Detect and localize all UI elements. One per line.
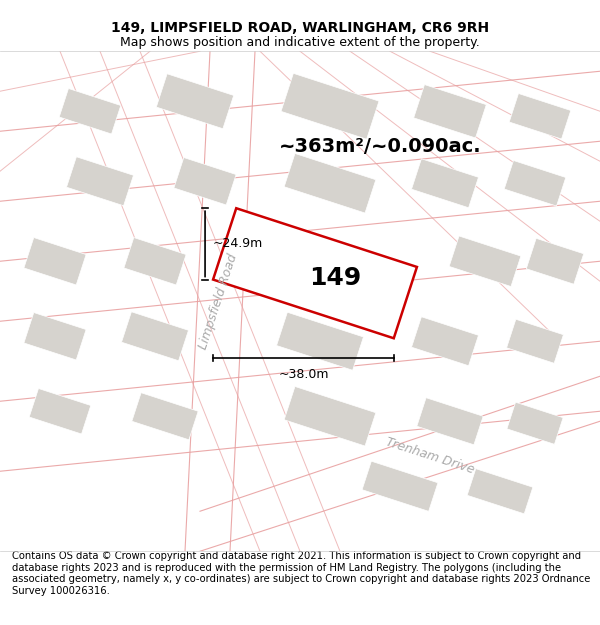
Polygon shape <box>507 402 563 444</box>
Text: 149: 149 <box>309 266 361 290</box>
Polygon shape <box>29 389 91 434</box>
Polygon shape <box>281 73 379 139</box>
Polygon shape <box>449 236 521 286</box>
Polygon shape <box>59 89 121 134</box>
Text: Limpsfield Road: Limpsfield Road <box>196 252 239 351</box>
Text: ~38.0m: ~38.0m <box>278 368 329 381</box>
Polygon shape <box>174 158 236 205</box>
Polygon shape <box>467 469 533 514</box>
Polygon shape <box>24 238 86 285</box>
Polygon shape <box>157 74 233 129</box>
Text: Trenham Drive: Trenham Drive <box>384 436 476 477</box>
Text: Contains OS data © Crown copyright and database right 2021. This information is : Contains OS data © Crown copyright and d… <box>12 551 590 596</box>
Polygon shape <box>412 317 478 366</box>
Polygon shape <box>504 161 566 206</box>
Polygon shape <box>506 319 563 363</box>
Polygon shape <box>362 461 438 511</box>
Polygon shape <box>122 312 188 361</box>
Text: 149, LIMPSFIELD ROAD, WARLINGHAM, CR6 9RH: 149, LIMPSFIELD ROAD, WARLINGHAM, CR6 9R… <box>111 21 489 34</box>
Polygon shape <box>412 159 478 208</box>
Polygon shape <box>284 386 376 446</box>
Polygon shape <box>417 398 483 445</box>
Polygon shape <box>213 208 417 338</box>
Text: Map shows position and indicative extent of the property.: Map shows position and indicative extent… <box>120 36 480 49</box>
Polygon shape <box>67 157 133 206</box>
Text: ~24.9m: ~24.9m <box>213 238 263 251</box>
Text: ~363m²/~0.090ac.: ~363m²/~0.090ac. <box>278 137 481 156</box>
Polygon shape <box>509 94 571 139</box>
Polygon shape <box>284 154 376 213</box>
Polygon shape <box>277 312 364 370</box>
Polygon shape <box>132 392 198 440</box>
Polygon shape <box>124 238 186 285</box>
Polygon shape <box>24 312 86 360</box>
Polygon shape <box>413 84 487 138</box>
Polygon shape <box>526 238 584 284</box>
